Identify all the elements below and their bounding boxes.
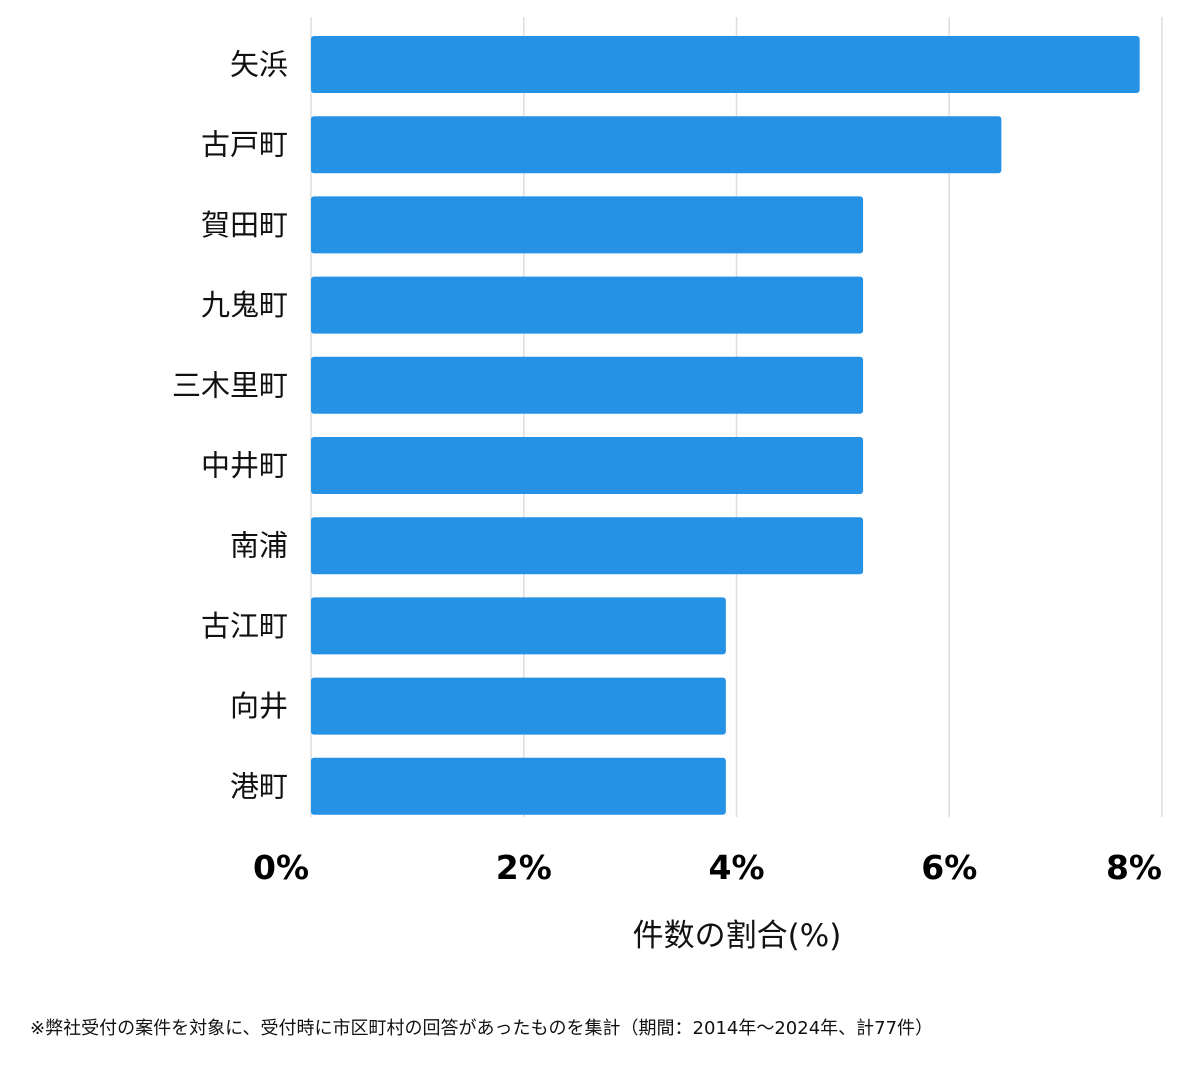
x-tick-label: 6% [921,848,977,887]
category-label: 古江町 [201,609,288,643]
bar [311,677,726,735]
x-axis-title: 件数の割合(%) [633,918,842,954]
bar [311,437,864,494]
bars [311,36,1140,815]
category-label: 九鬼町 [201,288,288,322]
x-tick-label: 4% [708,848,764,887]
category-label: 南浦 [230,529,288,563]
bar [311,196,864,254]
category-label: 賀田町 [201,208,288,242]
x-tick-labels: 0% 2% 4% 6% 8% [253,848,1162,887]
category-label: 港町 [230,769,288,803]
x-tick-label: 8% [1106,848,1162,887]
category-label: 三木里町 [172,368,288,402]
bar [311,36,1140,93]
bar [311,517,864,575]
category-label: 古戸町 [201,128,288,162]
bar [311,597,726,655]
x-tick-label: 2% [496,848,552,887]
footnote: ※弊社受付の案件を対象に、受付時に市区町村の回答があったものを集計（期間：201… [30,1018,934,1039]
bar [311,276,864,334]
category-label: 矢浜 [230,48,288,82]
category-label: 向井 [230,689,288,723]
category-label: 中井町 [201,449,288,483]
bar [311,356,864,414]
x-tick-label: 0% [253,848,309,887]
bar [311,116,1002,174]
bar [311,757,726,815]
